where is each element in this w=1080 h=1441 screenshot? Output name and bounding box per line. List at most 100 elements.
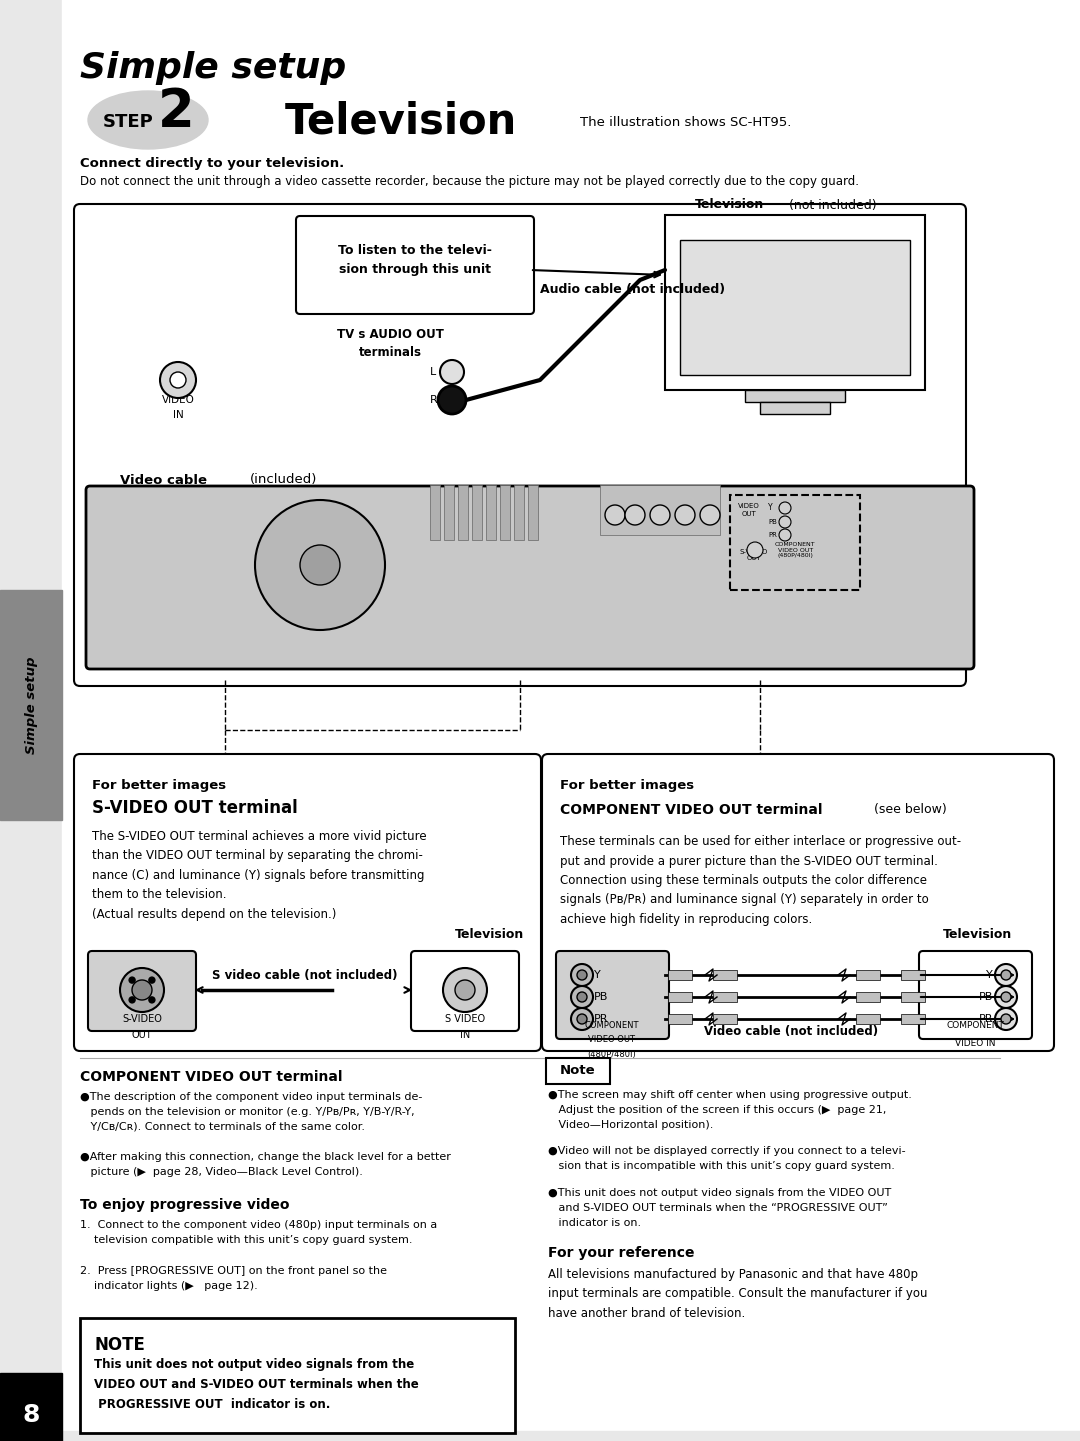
Text: Audio cable (not included): Audio cable (not included)	[540, 284, 725, 297]
Circle shape	[995, 1009, 1017, 1030]
Text: Simple setup: Simple setup	[25, 656, 38, 754]
FancyBboxPatch shape	[296, 216, 534, 314]
Text: VIDEO IN: VIDEO IN	[955, 1039, 996, 1048]
Text: Y: Y	[594, 970, 600, 980]
Bar	[0, 589, 62, 820]
FancyBboxPatch shape	[919, 951, 1032, 1039]
Text: For your reference: For your reference	[548, 1246, 694, 1259]
Bar	[669, 1014, 692, 1025]
FancyBboxPatch shape	[556, 951, 669, 1039]
Text: PB: PB	[978, 991, 993, 1001]
Text: Television: Television	[455, 928, 524, 941]
Bar	[713, 991, 737, 1001]
Text: RQT6183: RQT6183	[9, 1431, 53, 1441]
Text: S-VIDEO: S-VIDEO	[122, 1014, 162, 1025]
FancyBboxPatch shape	[75, 205, 966, 686]
Text: For better images: For better images	[561, 778, 694, 791]
Circle shape	[1001, 1014, 1011, 1025]
Circle shape	[438, 386, 465, 414]
Text: VIDEO
OUT: VIDEO OUT	[738, 503, 759, 516]
Bar	[680, 241, 910, 375]
Circle shape	[160, 362, 195, 398]
Circle shape	[779, 501, 791, 514]
FancyBboxPatch shape	[86, 486, 974, 669]
Text: Y: Y	[768, 503, 772, 513]
Circle shape	[130, 977, 135, 983]
FancyBboxPatch shape	[546, 1058, 610, 1084]
Text: The S-VIDEO OUT terminal achieves a more vivid picture
than the VIDEO OUT termin: The S-VIDEO OUT terminal achieves a more…	[92, 830, 427, 921]
Text: COMPONENT
VIDEO OUT
(480P/480I): COMPONENT VIDEO OUT (480P/480I)	[775, 542, 815, 558]
Bar	[665, 215, 924, 391]
Text: PR: PR	[768, 532, 777, 537]
Circle shape	[779, 529, 791, 540]
Text: R: R	[430, 395, 437, 405]
Bar	[901, 1014, 924, 1025]
Text: S VIDEO: S VIDEO	[445, 1014, 485, 1025]
Text: Television: Television	[285, 101, 517, 143]
Bar	[472, 486, 482, 540]
Text: ●The description of the component video input terminals de-
   pends on the tele: ●The description of the component video …	[80, 1092, 422, 1131]
FancyBboxPatch shape	[75, 754, 541, 1050]
Circle shape	[995, 964, 1017, 986]
Text: For better images: For better images	[92, 778, 226, 791]
Bar	[500, 486, 510, 540]
Text: Simple setup: Simple setup	[80, 50, 347, 85]
Bar	[745, 391, 845, 402]
Text: 2: 2	[158, 86, 194, 138]
Circle shape	[149, 977, 154, 983]
Circle shape	[995, 986, 1017, 1009]
Text: sion through this unit: sion through this unit	[339, 264, 491, 277]
Text: Video cable: Video cable	[120, 474, 207, 487]
Text: COMPONENT VIDEO OUT terminal: COMPONENT VIDEO OUT terminal	[80, 1071, 342, 1084]
Text: Note: Note	[561, 1065, 596, 1078]
Circle shape	[779, 516, 791, 527]
Text: ●The screen may shift off center when using progressive output.
   Adjust the po: ●The screen may shift off center when us…	[548, 1089, 912, 1130]
Text: (480P/480I): (480P/480I)	[588, 1050, 636, 1059]
Circle shape	[132, 980, 152, 1000]
Bar	[730, 496, 860, 589]
Circle shape	[300, 545, 340, 585]
Ellipse shape	[87, 91, 208, 148]
Text: PB: PB	[768, 519, 777, 525]
Text: Television: Television	[696, 199, 765, 212]
Bar	[856, 970, 880, 980]
Text: Video cable (not included): Video cable (not included)	[704, 1026, 878, 1039]
Circle shape	[747, 542, 762, 558]
Circle shape	[571, 986, 593, 1009]
Text: 2.  Press [PROGRESSIVE OUT] on the front panel so the
    indicator lights (▶   : 2. Press [PROGRESSIVE OUT] on the front …	[80, 1267, 387, 1291]
Bar	[760, 402, 831, 414]
Circle shape	[440, 360, 464, 383]
FancyBboxPatch shape	[87, 951, 195, 1030]
Circle shape	[130, 997, 135, 1003]
Circle shape	[700, 504, 720, 525]
Text: L: L	[430, 367, 436, 378]
Text: PR: PR	[978, 1014, 993, 1025]
Text: To listen to the televi-: To listen to the televi-	[338, 244, 491, 256]
Bar	[713, 1014, 737, 1025]
Text: All televisions manufactured by Panasonic and that have 480p
input terminals are: All televisions manufactured by Panasoni…	[548, 1268, 928, 1320]
Text: S-VIDEO
OUT: S-VIDEO OUT	[740, 549, 768, 562]
Bar	[856, 991, 880, 1001]
Text: Connect directly to your television.: Connect directly to your television.	[80, 157, 345, 170]
Text: This unit does not output video signals from the
VIDEO OUT and S-VIDEO OUT termi: This unit does not output video signals …	[94, 1357, 419, 1411]
Bar	[0, 0, 1080, 35]
Circle shape	[1001, 991, 1011, 1001]
Text: 1.  Connect to the component video (480p) input terminals on a
    television co: 1. Connect to the component video (480p)…	[80, 1221, 437, 1245]
Text: To enjoy progressive video: To enjoy progressive video	[80, 1197, 289, 1212]
Text: The illustration shows SC-HT95.: The illustration shows SC-HT95.	[580, 115, 792, 128]
Bar	[713, 970, 737, 980]
Text: (not included): (not included)	[785, 199, 877, 212]
FancyBboxPatch shape	[542, 754, 1054, 1050]
Circle shape	[675, 504, 696, 525]
Text: STEP: STEP	[103, 112, 153, 131]
Circle shape	[571, 1009, 593, 1030]
Text: NOTE: NOTE	[94, 1336, 145, 1355]
Text: (included): (included)	[249, 474, 318, 487]
Circle shape	[170, 372, 186, 388]
Text: TV s AUDIO OUT: TV s AUDIO OUT	[337, 329, 444, 342]
Text: VIDEO: VIDEO	[162, 395, 194, 405]
Bar	[528, 486, 538, 540]
Text: ●After making this connection, change the black level for a better
   picture (▶: ●After making this connection, change th…	[80, 1151, 450, 1177]
Text: COMPONENT: COMPONENT	[584, 1020, 639, 1029]
Circle shape	[455, 980, 475, 1000]
